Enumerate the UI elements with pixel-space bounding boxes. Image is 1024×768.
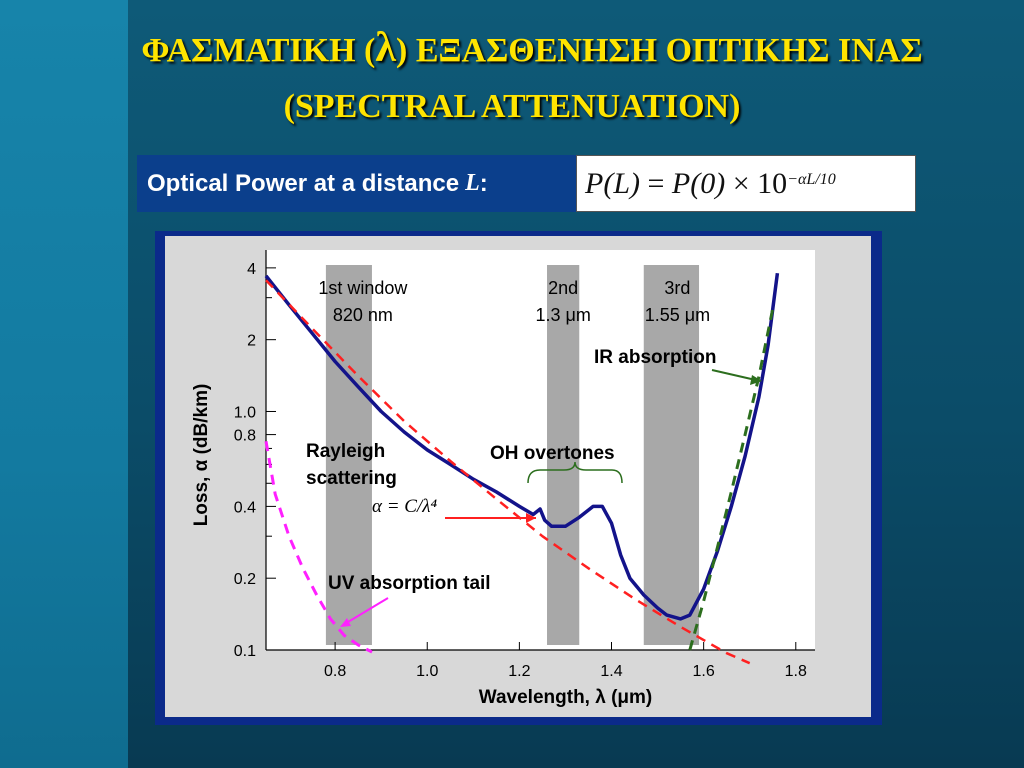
optical-power-label: Optical Power at a distance L: (137, 155, 576, 212)
window-band-3 (643, 265, 700, 645)
x-tick-label: 1.2 (508, 663, 530, 680)
title-lambda: λ (375, 25, 396, 71)
y-tick-label: 0.2 (234, 571, 256, 588)
uv-arrow (342, 597, 389, 626)
formula-times: × (725, 166, 758, 200)
formula-exponent: −αL/10 (787, 170, 836, 188)
scattering-label: scattering (306, 468, 397, 489)
y-tick-label: 0.8 (234, 428, 256, 445)
page-title-greek: ΦΑΣΜΑΤΙΚΗ (λ) ΕΞΑΣΘΕΝΗΣΗ ΟΠΤΙΚΗΣ ΙΝΑΣ (0, 24, 1024, 72)
page-title-english: (SPECTRAL ATTENUATION) (283, 88, 741, 125)
window-band-1 (325, 265, 372, 645)
rayleigh-arrowhead (526, 513, 536, 523)
rayleigh-formula-label: α = C/λ⁴ (372, 496, 437, 517)
x-tick-label: 1.6 (693, 663, 715, 680)
ir-absorption-label: IR absorption (594, 347, 716, 368)
y-axis-label: Loss, α (dB/km) (191, 384, 212, 527)
window-sublabel-1: 820 nm (333, 305, 393, 325)
window-label-3: 3rd (664, 278, 690, 298)
measured-loss-line (264, 272, 780, 621)
y-tick-label: 0.4 (234, 499, 256, 516)
oh-overtones-label: OH overtones (490, 443, 615, 464)
left-accent-band (0, 0, 128, 768)
formula-base: 10 (757, 166, 788, 200)
formula-lhs: P(L) (585, 166, 640, 200)
x-axis-label: Wavelength, λ (μm) (479, 687, 653, 708)
title-greek-a: ΦΑΣΜΑΤΙΚΗ ( (141, 32, 376, 69)
y-tick-label: 4 (247, 261, 256, 278)
rayleigh-label: Rayleigh (306, 441, 385, 462)
distance-variable: L (465, 170, 480, 196)
formula-p0: P(0) (671, 166, 726, 200)
window-label-1: 1st window (318, 278, 408, 298)
y-tick-label: 2 (247, 333, 256, 350)
x-tick-label: 1.0 (416, 663, 438, 680)
y-tick-label: 0.1 (234, 643, 256, 660)
uv-absorption-line (264, 441, 373, 654)
formula-equals: = (640, 166, 672, 200)
y-tick-label: 1.0 (234, 404, 256, 421)
ir-arrowhead (750, 375, 762, 385)
window-sublabel-2: 1.3 μm (535, 305, 590, 325)
uv-absorption-label: UV absorption tail (328, 573, 491, 594)
colon: : (479, 169, 488, 197)
window-label-2: 2nd (548, 278, 578, 298)
uv-arrowhead (340, 618, 351, 627)
window-band-2 (547, 265, 580, 645)
window-sublabel-3: 1.55 μm (645, 305, 710, 325)
title-greek-b: ) ΕΞΑΣΘΕΝΗΣΗ ΟΠΤΙΚΗΣ ΙΝΑΣ (396, 32, 923, 69)
x-tick-label: 1.4 (600, 663, 622, 680)
oh-brace (527, 461, 623, 484)
x-tick-label: 1.8 (785, 663, 807, 680)
x-tick-label: 0.8 (324, 663, 346, 680)
power-formula: P(L) = P(0) × 10 −αL/10 (576, 155, 916, 212)
optical-power-text: Optical Power at a distance (147, 169, 460, 197)
